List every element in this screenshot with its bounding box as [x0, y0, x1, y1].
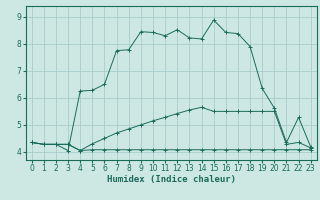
X-axis label: Humidex (Indice chaleur): Humidex (Indice chaleur) — [107, 175, 236, 184]
